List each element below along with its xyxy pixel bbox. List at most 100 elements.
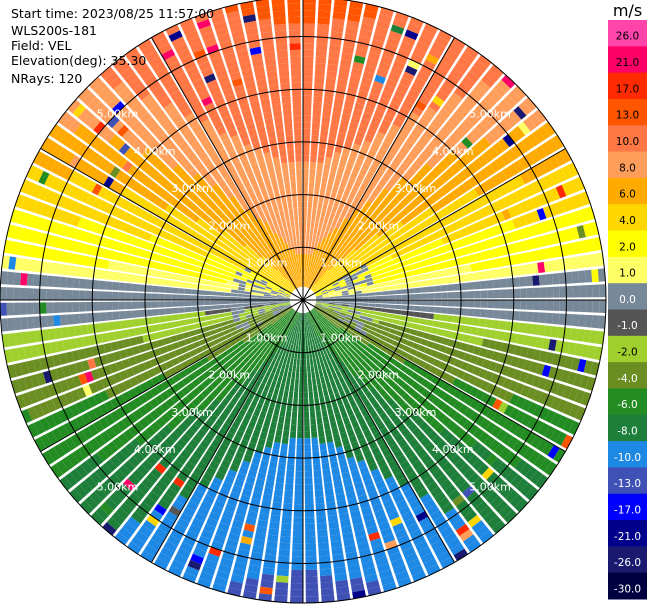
velocity-gate: [329, 527, 341, 536]
velocity-gate: [483, 216, 493, 228]
velocity-gate: [395, 262, 403, 269]
velocity-gate: [275, 381, 281, 390]
velocity-gate: [381, 295, 389, 300]
velocity-gate: [508, 110, 522, 124]
velocity-gate: [447, 251, 456, 260]
velocity-gate: [592, 237, 602, 251]
velocity-gate: [407, 334, 416, 342]
velocity-gate: [352, 233, 360, 241]
velocity-gate: [335, 297, 343, 300]
velocity-gate: [332, 259, 338, 266]
velocity-gate: [418, 94, 431, 106]
velocity-gate: [167, 265, 176, 273]
velocity-gate: [391, 374, 401, 383]
velocity-gate: [321, 251, 327, 259]
velocity-gate: [505, 149, 518, 162]
velocity-gate: [396, 150, 407, 161]
velocity-gate: [584, 314, 593, 328]
velocity-gate: [317, 272, 323, 279]
velocity-gate: [333, 179, 341, 187]
velocity-gate: [342, 46, 355, 55]
velocity-gate: [335, 305, 343, 308]
velocity-gate: [561, 198, 572, 213]
velocity-gate: [369, 221, 377, 230]
velocity-gate: [271, 414, 279, 423]
velocity-gate: [480, 392, 491, 404]
velocity-gate: [513, 203, 524, 216]
velocity-gate: [342, 292, 349, 296]
velocity-gate: [529, 361, 539, 374]
velocity-gate: [305, 253, 308, 261]
velocity-gate: [323, 475, 332, 484]
velocity-gate: [520, 300, 527, 310]
velocity-gate: [400, 350, 409, 359]
velocity-gate: [569, 256, 578, 270]
velocity-gate: [459, 154, 471, 166]
velocity-gate: [538, 392, 549, 405]
velocity-gate: [537, 192, 549, 206]
velocity-gate: [378, 61, 391, 72]
velocity-gate: [474, 252, 484, 262]
velocity-gate: [405, 192, 415, 203]
velocity-gate: [225, 280, 233, 285]
velocity-gate: [374, 249, 383, 257]
velocity-gate: [389, 264, 397, 271]
velocity-gate: [543, 260, 552, 273]
velocity-gate: [350, 68, 363, 77]
velocity-gate: [319, 243, 324, 251]
velocity-gate: [184, 288, 192, 295]
velocity-gate: [310, 155, 317, 163]
velocity-gate: [225, 312, 233, 317]
velocity-gate: [312, 269, 317, 276]
velocity-gate: [403, 359, 412, 368]
velocity-gate: [243, 294, 251, 298]
velocity-gate: [411, 342, 420, 350]
velocity-gate: [303, 135, 311, 143]
velocity-gate: [450, 240, 460, 250]
velocity-gate: [394, 347, 403, 356]
velocity-gate: [13, 302, 21, 316]
velocity-gate: [419, 178, 430, 189]
velocity-gate: [320, 182, 327, 191]
velocity-gate: [583, 360, 593, 375]
velocity-gate: [491, 385, 502, 397]
velocity-gate: [454, 291, 462, 299]
velocity-gate: [402, 246, 411, 254]
velocity-gate: [486, 395, 497, 407]
velocity-gate: [512, 369, 523, 381]
velocity-gate: [365, 170, 375, 180]
velocity-gate: [563, 257, 572, 270]
velocity-gate: [281, 516, 292, 524]
velocity-gate: [316, 208, 322, 217]
velocity-gate: [303, 29, 315, 37]
velocity-gate: [484, 164, 496, 177]
velocity-gate: [304, 444, 311, 452]
velocity-gate: [180, 268, 189, 276]
velocity-gate: [352, 341, 360, 348]
velocity-gate: [178, 307, 186, 314]
velocity-gate: [496, 257, 505, 268]
velocity-gate: [562, 401, 574, 416]
velocity-gate: [465, 436, 478, 449]
velocity-gate: [303, 3, 316, 11]
velocity-gate: [398, 226, 408, 235]
velocity-gate: [328, 291, 336, 295]
velocity-gate: [72, 313, 81, 325]
velocity-gate: [321, 462, 330, 471]
velocity-gate: [328, 305, 336, 309]
velocity-gate: [293, 391, 299, 399]
velocity-gate: [509, 454, 522, 468]
velocity-gate: [337, 78, 348, 87]
velocity-gate: [538, 407, 550, 421]
velocity-gate: [539, 287, 547, 298]
velocity-gate: [354, 254, 362, 261]
velocity-gate: [500, 465, 513, 479]
velocity-gate: [316, 280, 322, 286]
velocity-gate: [325, 224, 331, 233]
velocity-gate: [441, 416, 452, 427]
velocity-gate: [391, 197, 400, 206]
velocity-gate: [413, 76, 427, 88]
velocity-gate: [321, 237, 327, 245]
velocity-gate: [85, 301, 93, 312]
